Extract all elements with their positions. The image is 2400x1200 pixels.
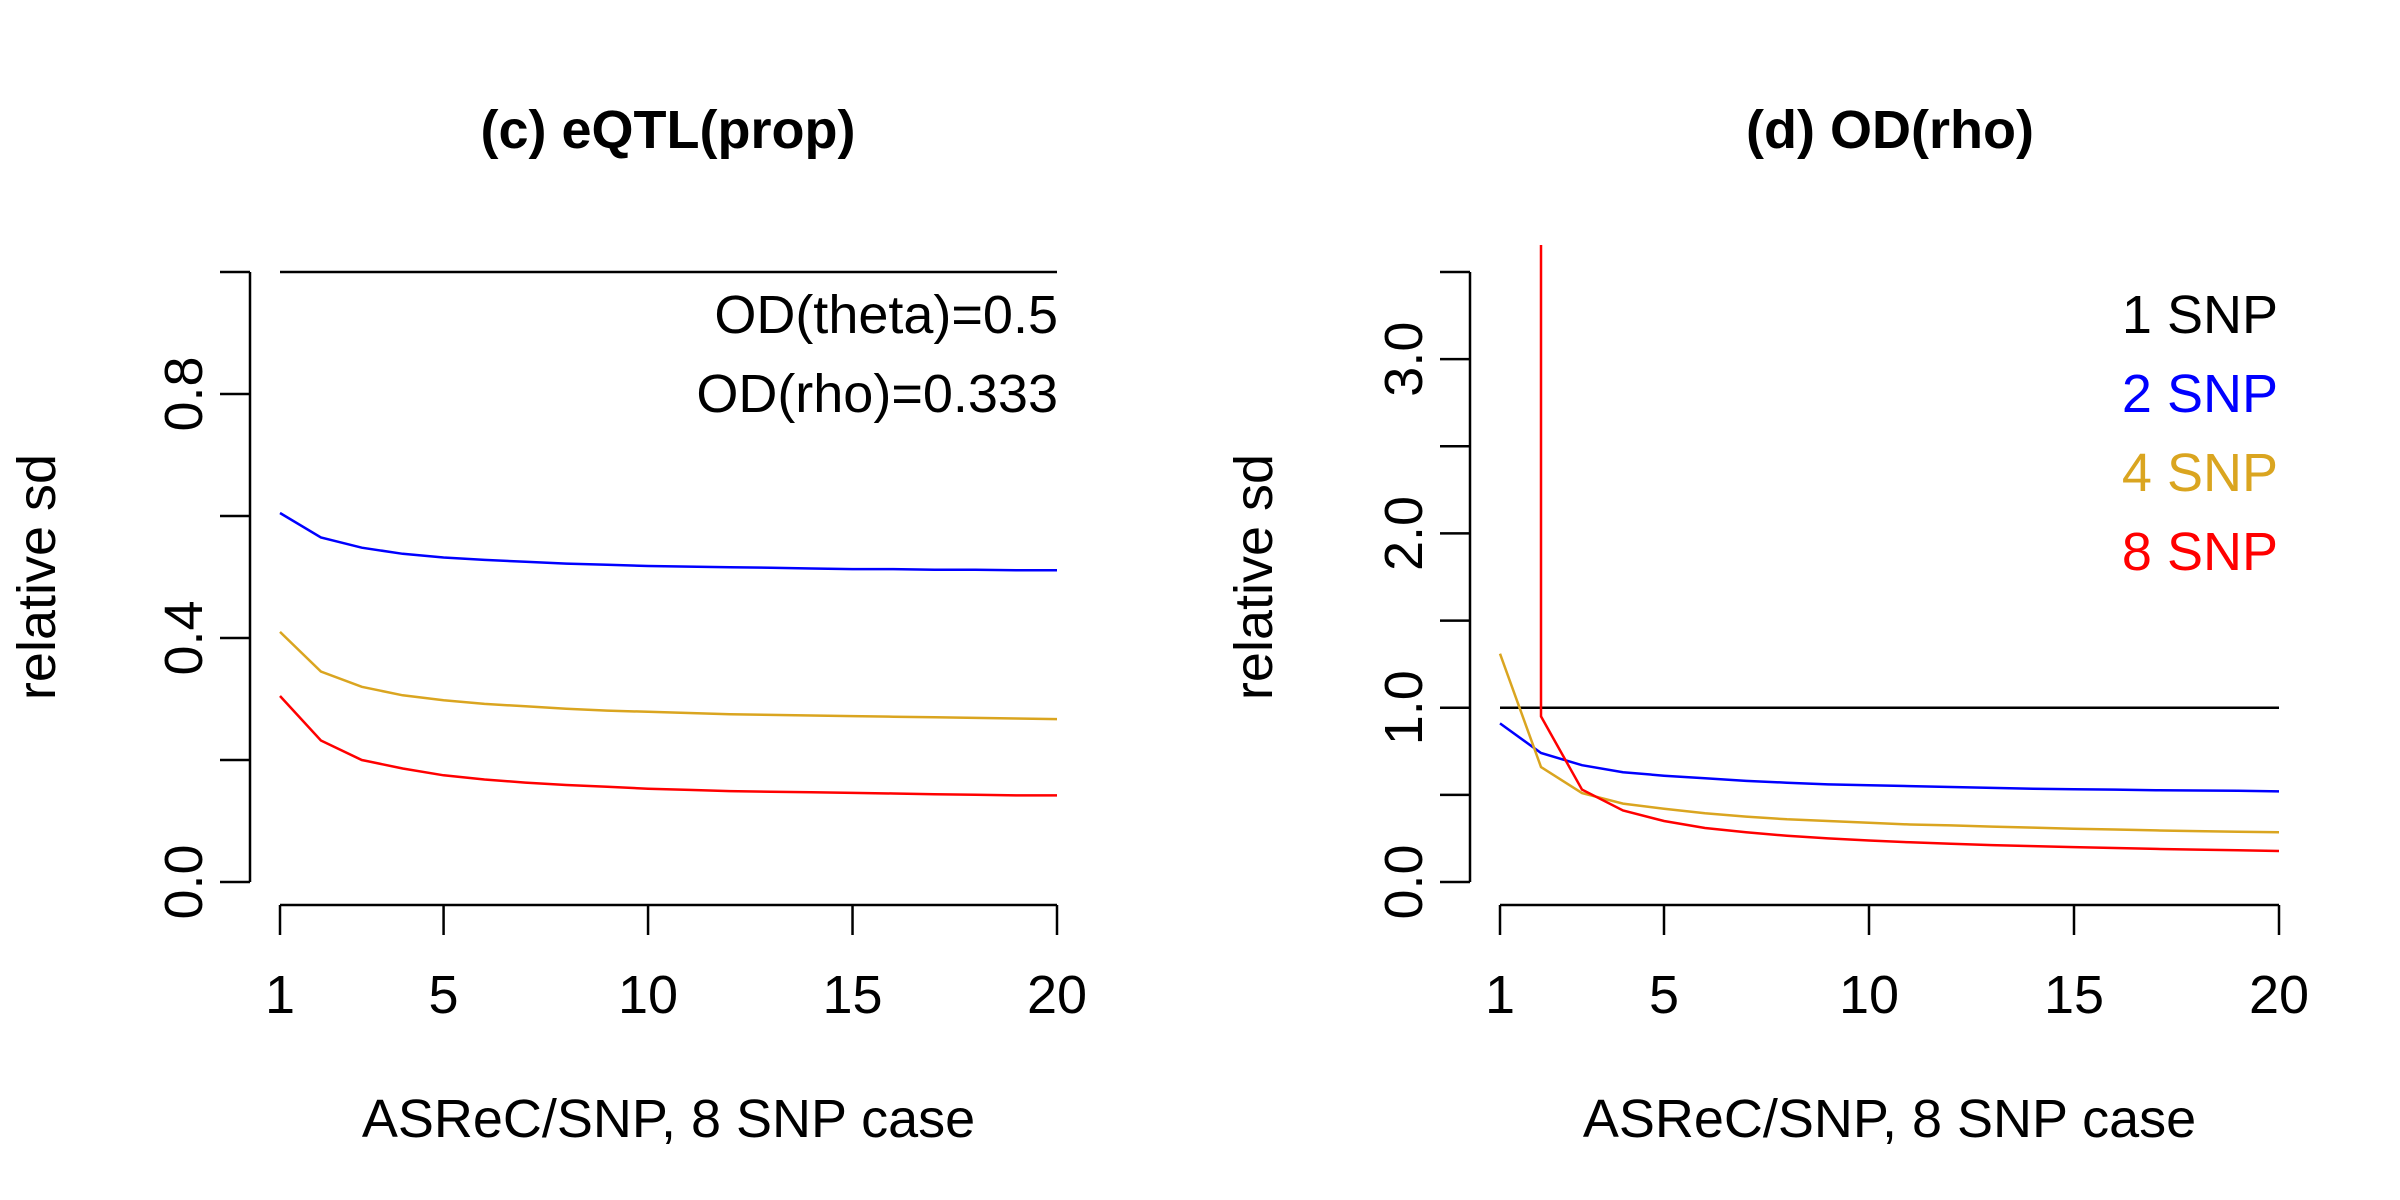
x-tick-label: 15 xyxy=(822,965,882,1025)
y-axis-label: relative sd xyxy=(1224,454,1284,700)
series-2-snp-line xyxy=(279,511,1057,572)
x-tick-label: 5 xyxy=(429,965,459,1025)
annotation: OD(rho)=0.333 xyxy=(696,364,1058,424)
y-tick-label: 0.8 xyxy=(154,356,214,431)
series-4-snp-line xyxy=(1498,653,2280,834)
x-tick-label: 1 xyxy=(265,965,295,1025)
legend-entry: 4 SNP xyxy=(2122,443,2278,503)
series-group xyxy=(279,270,1058,797)
y-tick-label: 2.0 xyxy=(1374,496,1434,571)
y-axis-label: relative sd xyxy=(7,454,67,700)
series-8-snp-line xyxy=(1539,245,2280,853)
x-tick-label: 1 xyxy=(1485,965,1515,1025)
y-tick-label: 0.4 xyxy=(154,600,214,675)
annotation: OD(theta)=0.5 xyxy=(714,285,1058,345)
chart-title: (d) OD(rho) xyxy=(1746,100,2034,160)
series-2-snp-line xyxy=(1499,722,2280,793)
y-axis: 0.0 1.0 2.0 3.0 xyxy=(1374,270,1472,920)
x-axis: 1 5 10 15 20 xyxy=(265,903,1087,1025)
legend-entry: 2 SNP xyxy=(2122,364,2278,424)
x-axis-label: ASReC/SNP, 8 SNP case xyxy=(362,1089,975,1149)
y-axis: 0.0 0.4 0.8 xyxy=(154,270,252,920)
y-tick-label: 1.0 xyxy=(1374,670,1434,745)
x-tick-label: 20 xyxy=(2249,965,2309,1025)
series-4-snp-line xyxy=(279,631,1058,721)
x-axis-label: ASReC/SNP, 8 SNP case xyxy=(1583,1089,2196,1149)
x-tick-label: 5 xyxy=(1649,965,1679,1025)
x-tick-label: 10 xyxy=(1839,965,1899,1025)
y-tick-label: 3.0 xyxy=(1374,322,1434,397)
series-8-snp-line xyxy=(279,695,1057,797)
chart-title: (c) eQTL(prop) xyxy=(481,100,856,160)
legend: 1 SNP 2 SNP 4 SNP 8 SNP xyxy=(2122,285,2278,582)
x-tick-label: 20 xyxy=(1027,965,1087,1025)
legend-entry: 8 SNP xyxy=(2122,522,2278,582)
x-tick-label: 15 xyxy=(2044,965,2104,1025)
y-tick-label: 0.0 xyxy=(154,844,214,919)
legend-entry: 1 SNP xyxy=(2122,285,2278,345)
x-axis: 1 5 10 15 20 xyxy=(1485,903,2309,1025)
y-tick-label: 0.0 xyxy=(1374,844,1434,919)
series-group xyxy=(1498,245,2280,853)
x-tick-label: 10 xyxy=(618,965,678,1025)
